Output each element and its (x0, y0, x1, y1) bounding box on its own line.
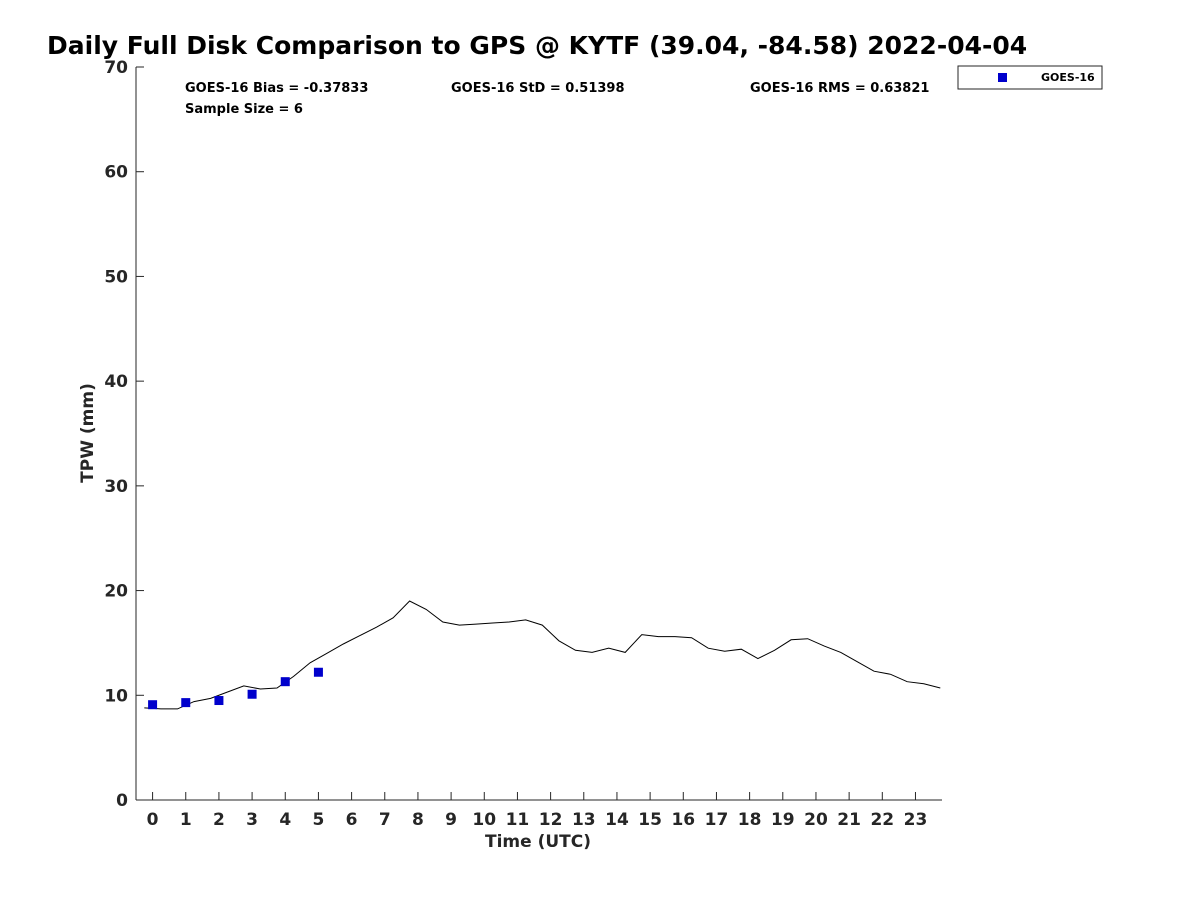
x-tick-label: 15 (638, 810, 662, 830)
y-tick-label: 40 (104, 372, 128, 392)
legend: GOES-16 (957, 65, 1103, 90)
legend-label-goes16: GOES-16 (1041, 71, 1095, 84)
y-tick-label: 30 (104, 477, 128, 497)
legend-marker-goes16 (998, 73, 1007, 82)
y-ticks: 0 10 20 30 40 50 60 70 (104, 58, 144, 811)
x-tick-label: 0 (147, 810, 159, 830)
goes16-point (214, 696, 224, 706)
chart-title: Daily Full Disk Comparison to GPS @ KYTF… (47, 31, 1027, 60)
x-tick-label: 14 (605, 810, 629, 830)
x-tick-label: 4 (279, 810, 291, 830)
x-tick-label: 17 (705, 810, 729, 830)
x-tick-label: 11 (506, 810, 530, 830)
y-tick-label: 50 (104, 267, 128, 287)
stats-annotations: GOES-16 Bias = -0.37833 GOES-16 StD = 0.… (185, 81, 929, 117)
x-tick-label: 13 (572, 810, 596, 830)
x-tick-label: 7 (379, 810, 391, 830)
x-tick-label: 22 (870, 810, 894, 830)
plot-area (136, 67, 942, 800)
x-tick-label: 21 (837, 810, 861, 830)
legend-box (957, 65, 1103, 90)
x-tick-label: 19 (771, 810, 795, 830)
x-tick-label: 23 (904, 810, 928, 830)
x-tick-label: 5 (313, 810, 325, 830)
x-tick-label: 16 (671, 810, 695, 830)
x-tick-label: 18 (738, 810, 762, 830)
y-tick-label: 70 (104, 58, 128, 78)
y-tick-label: 20 (104, 582, 128, 602)
gps-line-series (144, 600, 941, 710)
goes16-point (313, 667, 323, 677)
goes16-point (280, 677, 290, 687)
bias-stat: GOES-16 Bias = -0.37833 (185, 81, 368, 96)
x-ticks: 0 1 2 3 4 5 6 7 8 9 10 11 12 13 14 15 16 17 18 19 20 21 22 23 (147, 792, 928, 830)
goes16-markers (148, 667, 323, 710)
rms-stat: GOES-16 RMS = 0.63821 (750, 81, 929, 96)
x-axis-label: Time (UTC) (485, 832, 591, 852)
goes16-point (181, 698, 191, 708)
gps-line (144, 600, 941, 710)
x-tick-label: 9 (445, 810, 457, 830)
y-tick-label: 0 (116, 791, 128, 811)
y-tick-label: 10 (104, 686, 128, 706)
x-tick-label: 2 (213, 810, 225, 830)
x-tick-label: 20 (804, 810, 828, 830)
x-tick-label: 12 (539, 810, 563, 830)
x-tick-label: 1 (180, 810, 192, 830)
y-tick-label: 60 (104, 163, 128, 183)
y-axis-label: TPW (mm) (78, 383, 98, 483)
x-tick-label: 6 (346, 810, 358, 830)
x-tick-label: 3 (246, 810, 258, 830)
x-tick-label: 10 (472, 810, 496, 830)
x-tick-label: 8 (412, 810, 424, 830)
sample-size-stat: Sample Size = 6 (185, 102, 303, 117)
goes16-point (148, 700, 158, 710)
goes16-point (247, 689, 257, 699)
std-stat: GOES-16 StD = 0.51398 (451, 81, 625, 96)
